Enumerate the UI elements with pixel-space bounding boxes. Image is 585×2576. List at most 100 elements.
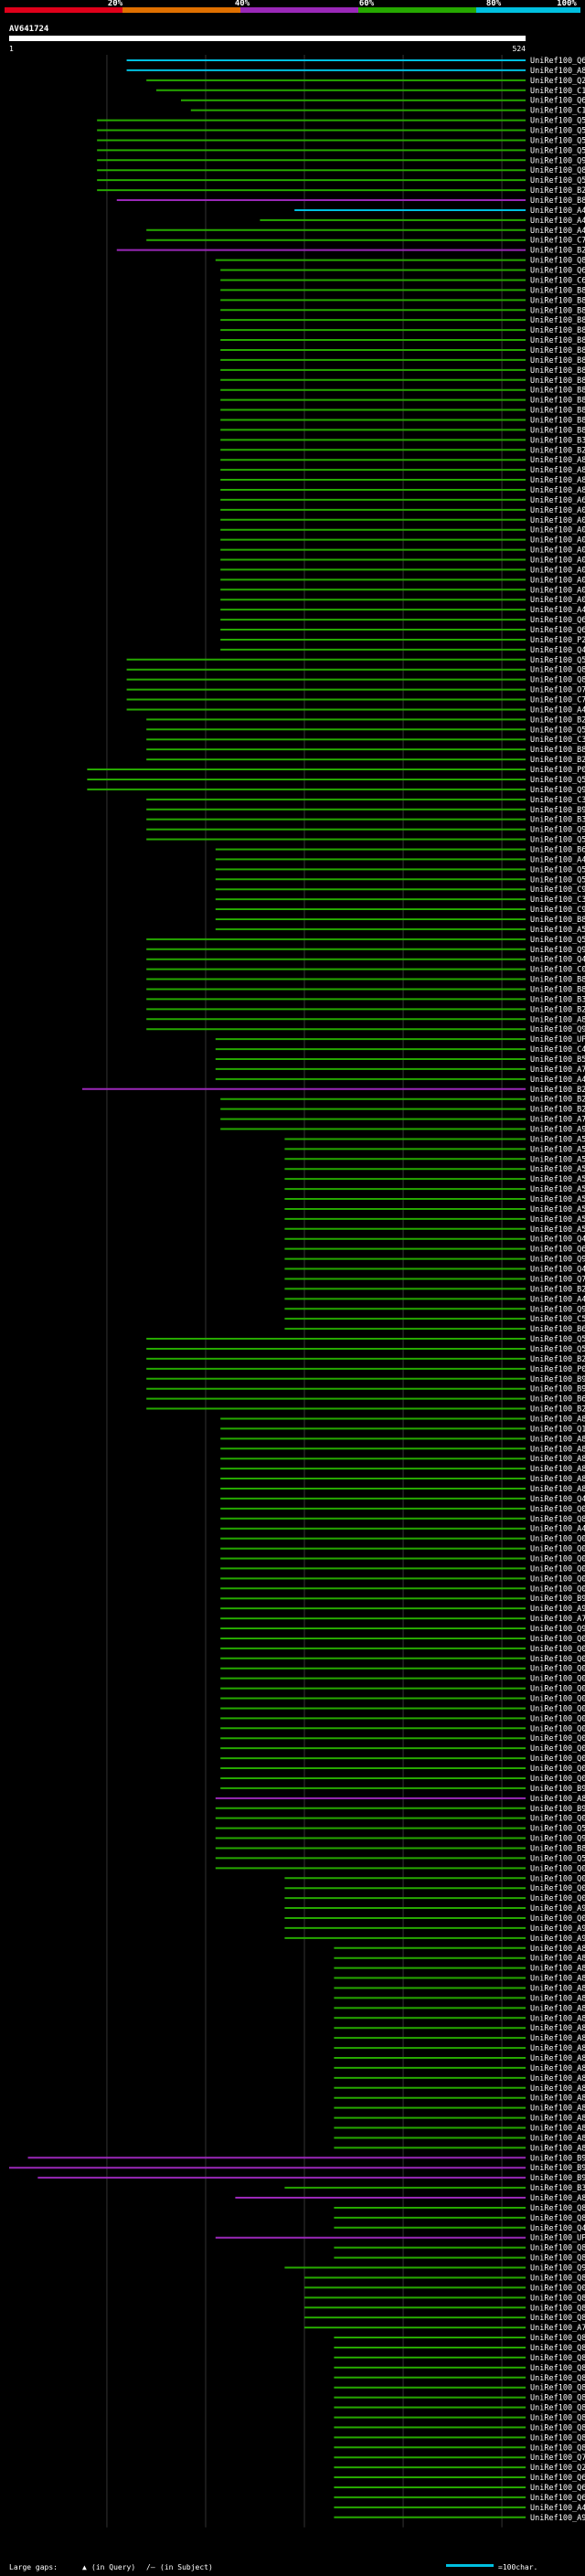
hit-label[interactable]: UniRef100_Q84GW7: [530, 676, 585, 685]
hit-label[interactable]: UniRef100_C1N2M9: [530, 87, 585, 96]
hit-label[interactable]: UniRef100_A5Y366: [530, 1205, 585, 1214]
hit-row[interactable]: UniRef100_B9RYW2: [146, 1375, 585, 1384]
hit-row[interactable]: UniRef100_Q84LK2: [215, 257, 585, 266]
hit-label[interactable]: UniRef100_B9RYW2: [530, 1375, 585, 1384]
hit-row[interactable]: UniRef100_B3TLQ6: [284, 2184, 585, 2193]
hit-row[interactable]: UniRef100_B8XEJ1: [220, 407, 585, 416]
hit-row[interactable]: UniRef100_A8W713: [334, 2074, 585, 2083]
hit-label[interactable]: UniRef100_A8W716: [530, 1984, 585, 1993]
hit-row[interactable]: UniRef100_Q6DEV6: [220, 616, 585, 625]
hit-row[interactable]: UniRef100_A8W726: [220, 1475, 585, 1484]
hit-label[interactable]: UniRef100_A4ZV14: [530, 1525, 585, 1534]
hit-label[interactable]: UniRef100_A4ZDD2: [530, 855, 585, 864]
hit-row[interactable]: UniRef100_Q64925: [126, 57, 585, 66]
hit-row[interactable]: UniRef100_A7QJ36: [215, 1065, 585, 1075]
hit-label[interactable]: UniRef100_Q43134: [530, 1235, 585, 1245]
hit-row[interactable]: UniRef100_A8W728: [220, 1455, 585, 1464]
hit-row[interactable]: UniRef100_A8W704: [334, 2014, 585, 2023]
hit-row[interactable]: UniRef100_Q5K2R5: [215, 1854, 585, 1863]
hit-row[interactable]: UniRef100_Q071Q2: [220, 1714, 585, 1723]
hit-row[interactable]: UniRef100_A8QE81: [220, 456, 585, 465]
hit-label[interactable]: UniRef100_A0EQH2: [530, 557, 585, 566]
hit-row[interactable]: UniRef100_Q6SQ27: [284, 1246, 585, 1255]
hit-label[interactable]: UniRef100_C6ZGE5: [530, 276, 585, 285]
hit-label[interactable]: UniRef100_C3CBL4: [530, 896, 585, 905]
hit-row[interactable]: UniRef100_C9MR07: [215, 906, 585, 915]
hit-row[interactable]: UniRef100_Q9SDN4: [284, 1256, 585, 1265]
hit-label[interactable]: UniRef100_A8W720: [530, 2054, 585, 2063]
hit-label[interactable]: UniRef100_Q9SLS9: [530, 946, 585, 955]
hit-row[interactable]: UniRef100_A8W730: [220, 1435, 585, 1444]
hit-label[interactable]: UniRef100_Q9STK0: [530, 1835, 585, 1844]
hit-row[interactable]: UniRef100_Q8LS76: [304, 2294, 585, 2303]
hit-label[interactable]: UniRef100_Q071S0: [530, 1914, 585, 1924]
hit-row[interactable]: UniRef100_B8XEJ2: [220, 397, 585, 406]
hit-row[interactable]: UniRef100_B5THH5: [215, 1055, 585, 1065]
hit-label[interactable]: UniRef100_Q8LKE2: [530, 2334, 585, 2343]
hit-label[interactable]: UniRef100_A9PGS4: [530, 2514, 585, 2523]
hit-row[interactable]: UniRef100_Q5SYU0: [126, 656, 585, 665]
hit-row[interactable]: UniRef100_A8W8G7: [146, 1015, 585, 1024]
hit-row[interactable]: UniRef100_Q071P5: [220, 1765, 585, 1774]
hit-label[interactable]: UniRef100_B2LUN6: [530, 1355, 585, 1364]
hit-label[interactable]: UniRef100_B8XEJ1: [530, 407, 585, 416]
hit-label[interactable]: UniRef100_Q071I7: [530, 1505, 585, 1514]
hit-row[interactable]: UniRef100_Q5VIS6: [215, 875, 585, 885]
hit-label[interactable]: UniRef100_A8W729: [530, 1445, 585, 1454]
hit-label[interactable]: UniRef100_Q5SYU0: [530, 656, 585, 665]
hit-row[interactable]: UniRef100_B3VDJ2: [220, 436, 585, 445]
hit-row[interactable]: UniRef100_A8W705: [334, 2004, 585, 2013]
hit-row[interactable]: UniRef100_B9VJT1: [27, 2154, 585, 2163]
hit-row[interactable]: UniRef100_Q9SLS9: [146, 946, 585, 955]
hit-row[interactable]: UniRef100_A5Y381: [284, 1135, 585, 1144]
hit-row[interactable]: UniRef100_A5Y378: [284, 1155, 585, 1164]
hit-label[interactable]: UniRef100_A0EQE7: [530, 596, 585, 605]
hit-row[interactable]: UniRef100_Q071P6: [220, 1754, 585, 1764]
hit-label[interactable]: UniRef100_Q5TLQ6: [530, 776, 585, 785]
hit-row[interactable]: UniRef100_Q43784: [284, 1266, 585, 1275]
hit-row[interactable]: UniRef100_A8W710: [334, 2094, 585, 2104]
hit-label[interactable]: UniRef100_B9VJS8: [530, 2174, 585, 2183]
hit-label[interactable]: UniRef100_B2KNV6: [530, 446, 585, 455]
hit-label[interactable]: UniRef100_Q8LS45: [530, 2413, 585, 2422]
hit-label[interactable]: UniRef100_C9MR07: [530, 906, 585, 915]
hit-row[interactable]: UniRef100_A4ZDD2: [215, 855, 585, 864]
hit-row[interactable]: UniRef100_Q8LKD3: [334, 2204, 585, 2213]
hit-label[interactable]: UniRef100_B3JP00: [530, 816, 585, 825]
hit-row[interactable]: UniRef100_A5Y374: [284, 1175, 585, 1184]
hit-row[interactable]: UniRef100_B9VB20: [146, 806, 585, 815]
hit-row[interactable]: UniRef100_Q5SDZ2: [97, 117, 585, 126]
hit-label[interactable]: UniRef100_Q8LS83: [530, 2384, 585, 2393]
hit-row[interactable]: UniRef100_Q6DEV5: [220, 626, 585, 635]
hit-row[interactable]: UniRef100_Q071T4: [284, 1894, 585, 1903]
hit-row[interactable]: UniRef100_Q6QI00: [334, 2484, 585, 2493]
hit-row[interactable]: UniRef100_A8J6F5: [126, 67, 585, 76]
hit-label[interactable]: UniRef100_B2LUO2: [530, 1405, 585, 1415]
hit-row[interactable]: UniRef100_A7PP01: [220, 1116, 585, 1125]
hit-label[interactable]: UniRef100_Q9LKE5: [530, 2264, 585, 2274]
hit-row[interactable]: UniRef100_A8W717: [334, 1975, 585, 1984]
hit-label[interactable]: UniRef100_Q6I0I01: [530, 2474, 585, 2483]
hit-row[interactable]: UniRef100_B2KNZ9: [146, 756, 585, 765]
hit-row[interactable]: UniRef100_A4AH09: [334, 2504, 585, 2513]
hit-row[interactable]: UniRef100_Q8LT06: [334, 2254, 585, 2263]
hit-label[interactable]: UniRef100_Q8LLD5: [530, 166, 585, 175]
hit-label[interactable]: UniRef100_Q071S9: [530, 1545, 585, 1554]
hit-row[interactable]: UniRef100_A5Y372: [284, 1185, 585, 1194]
hit-row[interactable]: UniRef100_Q8LS38: [334, 2433, 585, 2443]
hit-label[interactable]: UniRef100_Q6LBL5: [530, 267, 585, 276]
hit-label[interactable]: UniRef100_B2LUN5: [530, 1005, 585, 1014]
hit-label[interactable]: UniRef100_A4ZV13: [530, 217, 585, 226]
hit-row[interactable]: UniRef100_A8W722: [334, 1955, 585, 1964]
hit-row[interactable]: UniRef100_Q071B4: [220, 1655, 585, 1664]
hit-row[interactable]: UniRef100_P09042: [87, 766, 585, 775]
hit-row[interactable]: UniRef100_Q071R0: [220, 1675, 585, 1684]
hit-row[interactable]: UniRef100_A8W629: [334, 2125, 585, 2134]
hit-row[interactable]: UniRef100_A4LZS8: [146, 227, 585, 236]
hit-label[interactable]: UniRef100_B8XEJ8: [530, 336, 585, 345]
hit-label[interactable]: UniRef100_Q5SDZ3: [530, 136, 585, 145]
hit-label[interactable]: UniRef100_Q071T2: [530, 2284, 585, 2293]
hit-label[interactable]: UniRef100_Q071R8: [530, 1564, 585, 1574]
hit-label[interactable]: UniRef100_Q071T4: [530, 1894, 585, 1903]
hit-label[interactable]: UniRef100_A0EQK4: [530, 526, 585, 535]
